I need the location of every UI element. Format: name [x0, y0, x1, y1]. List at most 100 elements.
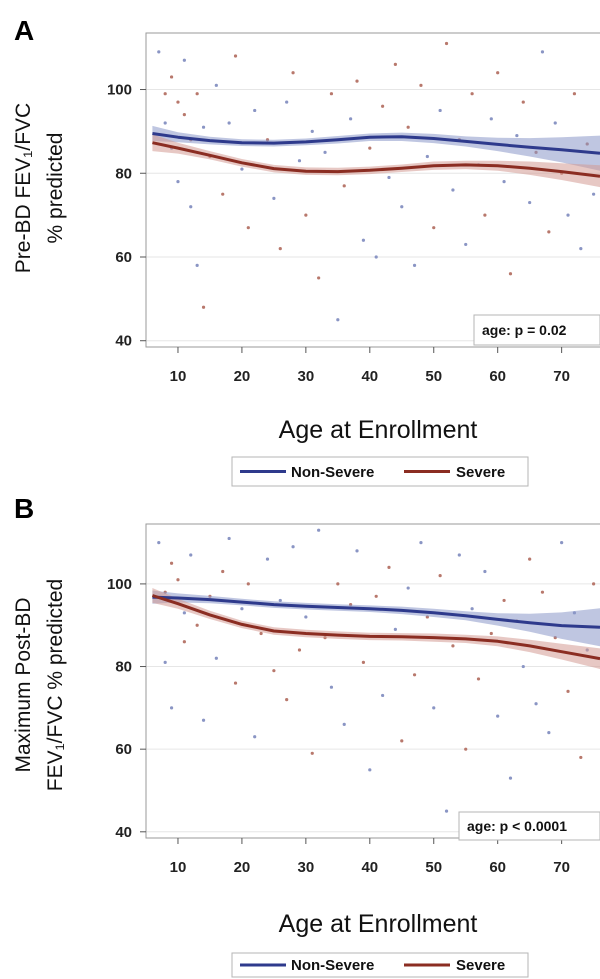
y-tick-label-a-1: 60	[115, 249, 132, 266]
scatter-point-a-1	[163, 92, 167, 96]
y-axis-title-b: Maximum Post-BD FEV₁/FVC % predicted	[12, 579, 67, 792]
scatter-point-b-28	[317, 528, 321, 532]
scatter-point-b-43	[412, 673, 417, 677]
annotation-text-b: age: p < 0.0001	[467, 818, 567, 834]
series-line-severe-a	[152, 141, 600, 178]
panel-label-b: B	[14, 493, 34, 524]
scatter-point-b-49	[451, 644, 455, 648]
scatter-point-a-14	[201, 125, 206, 129]
scatter-point-b-22	[278, 598, 282, 603]
scatter-point-b-16	[240, 607, 244, 611]
scatter-point-b-34	[355, 549, 359, 553]
y-tick-label-b-0: 40	[115, 824, 132, 841]
scatter-point-b-44	[419, 540, 423, 545]
scatter-point-b-60	[521, 664, 525, 669]
scatter-point-a-61	[508, 272, 513, 276]
scatter-point-b-0	[157, 540, 161, 545]
scatter-point-a-60	[502, 180, 506, 184]
scatter-point-a-25	[278, 247, 282, 251]
scatter-point-a-35	[342, 184, 346, 188]
scatter-point-a-20	[240, 167, 244, 171]
scatter-point-a-58	[489, 117, 493, 121]
scatter-point-a-48	[425, 154, 429, 159]
scatter-point-b-7	[182, 640, 186, 644]
legend-label-non-severe-a: Non-Severe	[291, 464, 374, 481]
scatter-point-a-46	[412, 263, 417, 267]
x-tick-label-a-0: 10	[170, 368, 187, 385]
scatter-point-a-28	[297, 159, 302, 163]
series-line-non-severe-b	[152, 595, 600, 629]
scatter-point-b-64	[547, 731, 551, 735]
scatter-point-a-51	[444, 41, 449, 46]
scatter-point-a-37	[355, 79, 359, 83]
scatter-point-b-5	[176, 578, 180, 582]
x-tick-label-a-1: 20	[234, 368, 251, 385]
scatter-point-a-45	[406, 125, 410, 129]
scatter-point-b-62	[534, 702, 538, 706]
scatter-point-b-26	[304, 615, 308, 619]
y-tick-label-b-3: 100	[107, 576, 132, 593]
scatter-point-b-53	[476, 677, 481, 681]
x-tick-label-b-4: 50	[425, 859, 442, 876]
scatter-point-b-52	[470, 607, 474, 611]
scatter-point-b-39	[387, 565, 391, 569]
scatter-point-a-10	[189, 205, 193, 209]
x-tick-label-a-3: 40	[361, 368, 378, 385]
series-line-non-severe-a	[152, 132, 600, 155]
annotation-text-a: age: p = 0.02	[482, 322, 567, 338]
scatter-point-b-35	[361, 660, 366, 665]
scatter-point-b-41	[400, 739, 404, 743]
scatter-point-a-12	[195, 263, 199, 267]
series-line-severe-b	[151, 594, 600, 661]
x-tick-label-a-5: 60	[489, 368, 506, 385]
scatter-point-b-20	[265, 557, 270, 561]
scatter-point-a-68	[553, 121, 557, 125]
plot-background-a	[146, 33, 600, 347]
scatter-point-b-36	[368, 768, 372, 772]
scatter-point-b-47	[438, 574, 442, 578]
x-axis-label-a: Age at Enrollment	[279, 416, 478, 444]
scatter-point-a-26	[285, 100, 289, 104]
scatter-point-a-59	[496, 71, 500, 75]
scatter-point-a-49	[432, 226, 436, 230]
scatter-point-b-61	[528, 557, 532, 561]
scatter-point-a-52	[451, 188, 455, 192]
scatter-point-b-27	[310, 751, 314, 755]
scatter-point-b-55	[489, 631, 493, 636]
scatter-point-b-10	[201, 718, 206, 722]
scatter-point-a-41	[380, 104, 385, 108]
scatter-point-a-32	[323, 150, 327, 154]
legend-a: Non-Severe Severe	[231, 456, 529, 487]
scatter-point-a-66	[540, 50, 545, 54]
annotation-box-b	[458, 811, 600, 841]
scatter-point-a-5	[176, 100, 180, 104]
scatter-point-b-38	[380, 693, 385, 698]
scatter-point-b-71	[592, 582, 596, 586]
scatter-point-a-63	[521, 100, 525, 104]
scatter-point-a-55	[470, 92, 474, 96]
scatter-point-a-27	[291, 71, 295, 75]
panel-label-a: A	[14, 15, 34, 46]
scatter-point-b-46	[432, 706, 436, 710]
scatter-point-a-72	[579, 247, 583, 251]
scatter-point-b-18	[253, 735, 257, 739]
scatter-point-b-25	[297, 648, 302, 652]
scatter-point-b-19	[259, 631, 263, 636]
scatter-point-a-21	[246, 226, 250, 230]
panel-a: A 40 60 80 100 10 20 30 40 50 60 70 age: p = 0.02 A…	[14, 15, 600, 487]
scatter-point-a-42	[387, 175, 391, 180]
scatter-point-a-47	[419, 83, 423, 87]
x-tick-label-b-2: 30	[298, 859, 315, 876]
scatter-point-a-44	[400, 205, 404, 209]
x-tick-label-a-2: 30	[298, 368, 315, 385]
legend-label-severe-a: Severe	[456, 464, 505, 481]
x-tick-label-b-3: 40	[361, 859, 378, 876]
scatter-point-b-37	[374, 594, 378, 598]
scatter-point-b-2	[163, 660, 167, 665]
scatter-point-b-32	[342, 722, 346, 726]
scatter-point-b-13	[221, 569, 225, 574]
scatter-point-a-13	[201, 305, 206, 309]
scatter-point-b-6	[182, 611, 186, 615]
scatter-point-b-58	[508, 776, 513, 780]
